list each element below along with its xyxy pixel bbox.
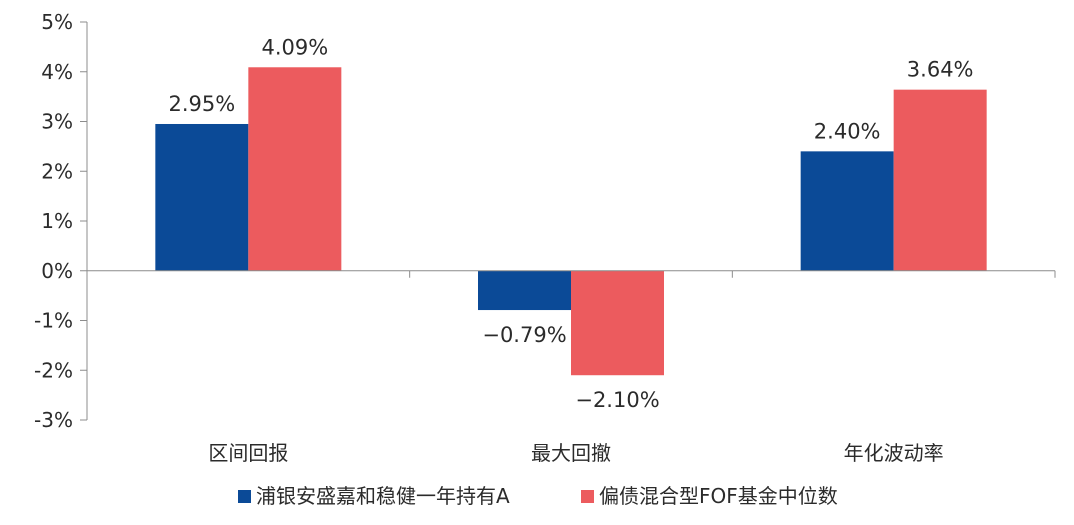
bar (478, 270, 571, 311)
data-label: −2.10% (575, 388, 659, 412)
legend: 浦银安盛嘉和稳健一年持有A 偏债混合型FOF基金中位数 (238, 484, 838, 508)
y-axis: 5% 4% 3% 2% 1% 0% -1% -2% -3% (34, 10, 88, 432)
legend-swatch (238, 490, 251, 503)
bar (155, 123, 249, 271)
category-label: 年化波动率 (844, 441, 944, 465)
y-tick-label: 1% (41, 209, 73, 233)
x-axis: 区间回报 最大回撤 年化波动率 (86, 270, 1056, 465)
y-tick-label: -2% (34, 358, 73, 382)
data-label: −0.79% (482, 323, 566, 347)
y-tick-label: 0% (41, 259, 73, 283)
y-tick-label: -3% (34, 408, 73, 432)
data-label: 3.64% (907, 58, 974, 82)
bar (248, 67, 342, 271)
bar (571, 270, 664, 376)
legend-swatch (581, 490, 594, 503)
y-tick-label: 5% (41, 10, 73, 34)
data-labels: 2.95% 4.09% −0.79% −2.10% 2.40% 3.64% (168, 35, 973, 412)
y-tick-label: -1% (34, 309, 73, 333)
legend-label: 偏债混合型FOF基金中位数 (599, 484, 838, 508)
y-tick-label: 3% (41, 110, 73, 134)
category-label: 区间回报 (208, 441, 288, 465)
y-tick-label: 2% (41, 159, 73, 183)
bar (800, 151, 894, 271)
legend-label: 浦银安盛嘉和稳健一年持有A (256, 484, 510, 508)
y-tick-label: 4% (41, 60, 73, 84)
data-label: 2.95% (168, 92, 235, 116)
data-label: 4.09% (261, 35, 328, 59)
category-label: 最大回撤 (531, 441, 611, 465)
bar (893, 89, 987, 271)
data-label: 2.40% (814, 119, 881, 143)
bars (155, 67, 987, 376)
